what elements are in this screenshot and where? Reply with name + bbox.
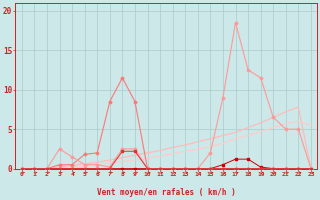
X-axis label: Vent moyen/en rafales ( km/h ): Vent moyen/en rafales ( km/h ) [97, 188, 236, 197]
